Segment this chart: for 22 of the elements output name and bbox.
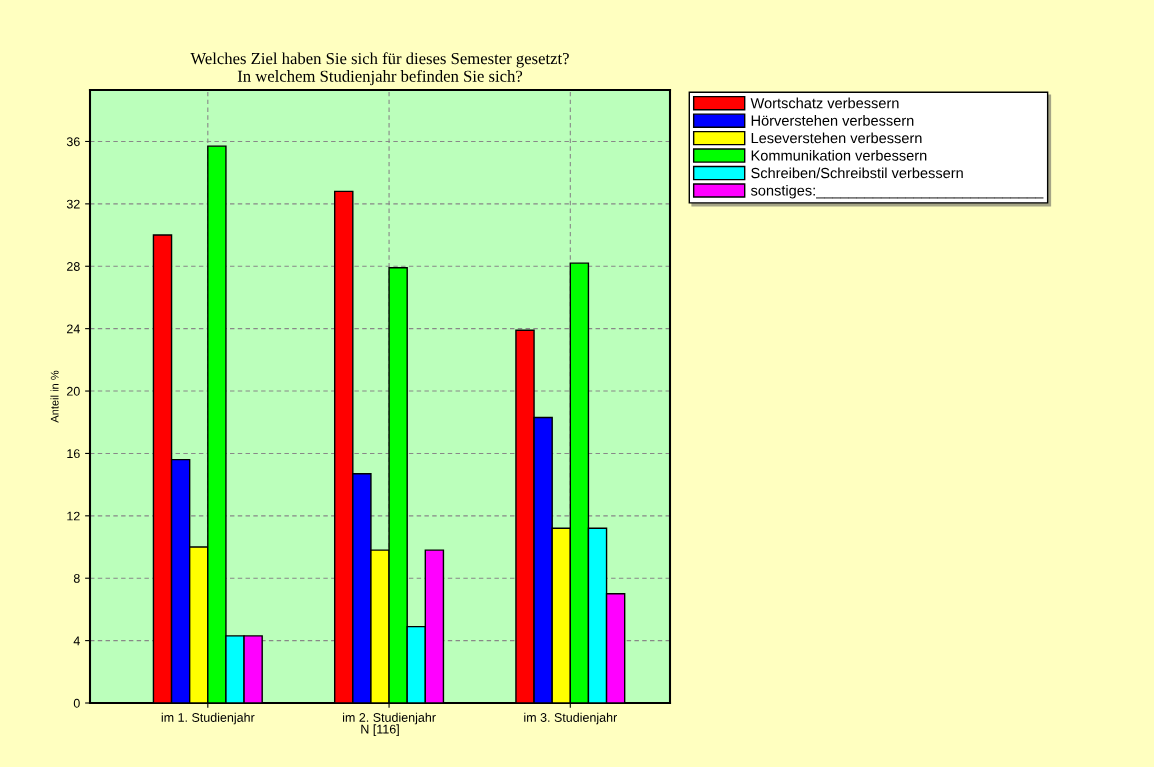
y-tick-label: 16 xyxy=(67,449,80,459)
y-tick-label: 24 xyxy=(67,324,80,334)
y-tick-label: 4 xyxy=(73,636,80,646)
y-tick-label: 0 xyxy=(73,698,80,708)
x-tick-label: im 3. Studienjahr xyxy=(524,712,618,725)
legend-label: Kommunikation verbessern xyxy=(751,150,927,161)
chart-title: Welches Ziel haben Sie sich für dieses Semester gesetzt? In welchem Studienjahr befinden Sie sich? xyxy=(190,52,569,86)
legend-label: Schreiben/Schreibstil verbessern xyxy=(751,167,963,179)
y-axis-title: Anteil in % xyxy=(50,370,59,423)
legend-label: Hörverstehen verbessern xyxy=(751,115,914,126)
y-tick-label: 32 xyxy=(66,199,80,209)
x-tick-label: im 2. Studienjahr xyxy=(343,712,436,725)
x-tick-label: im 1. Studienjahr xyxy=(161,712,255,725)
legend-label: Wortschatz verbessern xyxy=(750,97,899,109)
y-tick-label: 12 xyxy=(67,511,80,521)
y-tick-label: 36 xyxy=(66,137,80,147)
x-axis-title: N [116] xyxy=(361,724,399,737)
y-tick-label: 28 xyxy=(67,262,80,271)
y-tick-label: 8 xyxy=(73,574,80,583)
legend-label: Leseverstehen verbessern xyxy=(751,132,922,144)
legend-label: sonstiges:____________________________ xyxy=(750,184,1044,199)
y-tick-label: 20 xyxy=(67,386,80,396)
